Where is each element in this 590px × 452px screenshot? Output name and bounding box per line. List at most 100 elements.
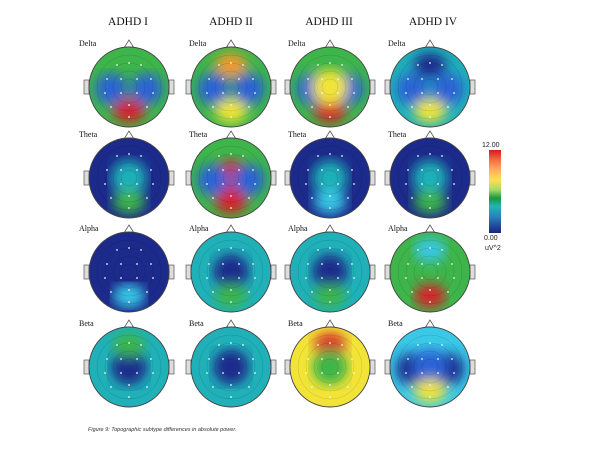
band-label-beta: Beta [288,319,303,328]
topomap-svg [284,319,376,408]
electrode-dot [116,249,118,251]
electrode-dot [222,263,224,265]
contour-line [120,78,138,96]
electrode-dot [405,277,407,279]
electrode-dot [110,386,112,388]
contour-line [96,145,162,211]
electrode-dot [128,104,130,106]
activity-region-posterior [113,190,145,214]
electrode-dot [417,64,419,66]
activity-region-center [312,349,348,385]
contour-line [297,54,363,120]
electrode-dot [206,372,208,374]
electrode-dot [222,92,224,94]
contour-line [397,239,463,305]
electrode-dot [337,169,339,171]
contour-line [198,54,264,120]
electrode-dot [254,92,256,94]
electrode-dot [252,78,254,80]
electrode-dot [218,344,220,346]
contour-line [297,334,363,400]
electrode-dot [337,183,339,185]
electrode-dot [341,155,343,157]
electrode-dot [230,247,232,249]
activity-region-posterior [215,190,247,214]
electrode-dot [329,62,331,64]
contour-line [297,145,363,211]
electrode-dot [238,358,240,360]
electrode-dot [230,62,232,64]
left-ear [384,79,391,95]
electrode-dot [337,358,339,360]
head-outline [88,46,170,128]
electrode-dot [128,396,130,398]
electrode-dot [347,197,349,199]
contour-line [222,358,240,376]
activity-region-center [111,160,147,196]
electrode-dot [337,277,339,279]
electrode-dot [341,344,343,346]
head-outline [389,46,471,128]
scalp-base [191,47,271,127]
electrode-dot [146,386,148,388]
head-outline [389,326,471,408]
head-outline [190,326,272,408]
electrode-dot [329,104,331,106]
electrode-dot [254,372,256,374]
electrode-dot [252,263,254,265]
left-ear [83,170,90,186]
electrode-dot [120,92,122,94]
electrode-dot [212,106,214,108]
activity-region-posterior [314,99,346,123]
electrode-dot [411,386,413,388]
right-ear [270,359,277,375]
electrode-dot [128,207,130,209]
electrode-dot [429,104,431,106]
right-ear [369,264,376,280]
band-label-theta: Theta [388,130,407,139]
contour-line [198,145,264,211]
electrode-dot [152,92,154,94]
electrode-dot [441,344,443,346]
scalp-fill [290,327,370,407]
electrode-dot [317,155,319,157]
right-ear [168,170,175,186]
left-ear [83,264,90,280]
electrode-dot [248,386,250,388]
electrode-dot [405,372,407,374]
figure-caption: Figure 9: Topographic subtype difference… [88,427,237,433]
contour-line [214,350,248,384]
scalp-base [89,232,169,312]
topomap-svg [83,130,175,219]
contour-line [120,358,138,376]
topomap-adhd-iv-beta [382,317,478,413]
electrode-dot [212,197,214,199]
band-label-beta: Beta [79,319,94,328]
electrode-dot [305,372,307,374]
nose-marker [123,39,135,49]
activity-region-posterior [215,284,247,308]
nose-marker [225,130,237,140]
contour-line [120,263,138,281]
activity-region-anterior [414,53,446,77]
topomap-adhd-ii-beta [183,317,279,413]
scalp-fill [390,327,470,407]
electrode-dot [128,62,130,64]
electrode-dot [351,358,353,360]
electrode-dot [212,291,214,293]
scalp-fill [290,47,370,127]
electrode-dot [307,78,309,80]
electrode-dot [206,277,208,279]
activity-region-posterior [113,284,145,308]
contour-line [214,70,248,104]
electrode-dot [321,372,323,374]
right-ear [270,264,277,280]
contour-line [421,358,439,376]
right-ear [270,79,277,95]
activity-region-center [213,349,249,385]
electrode-dot [437,277,439,279]
nose-marker [225,224,237,234]
scalp-fill [89,327,169,407]
head-outline [190,46,272,128]
electrode-dot [128,195,130,197]
